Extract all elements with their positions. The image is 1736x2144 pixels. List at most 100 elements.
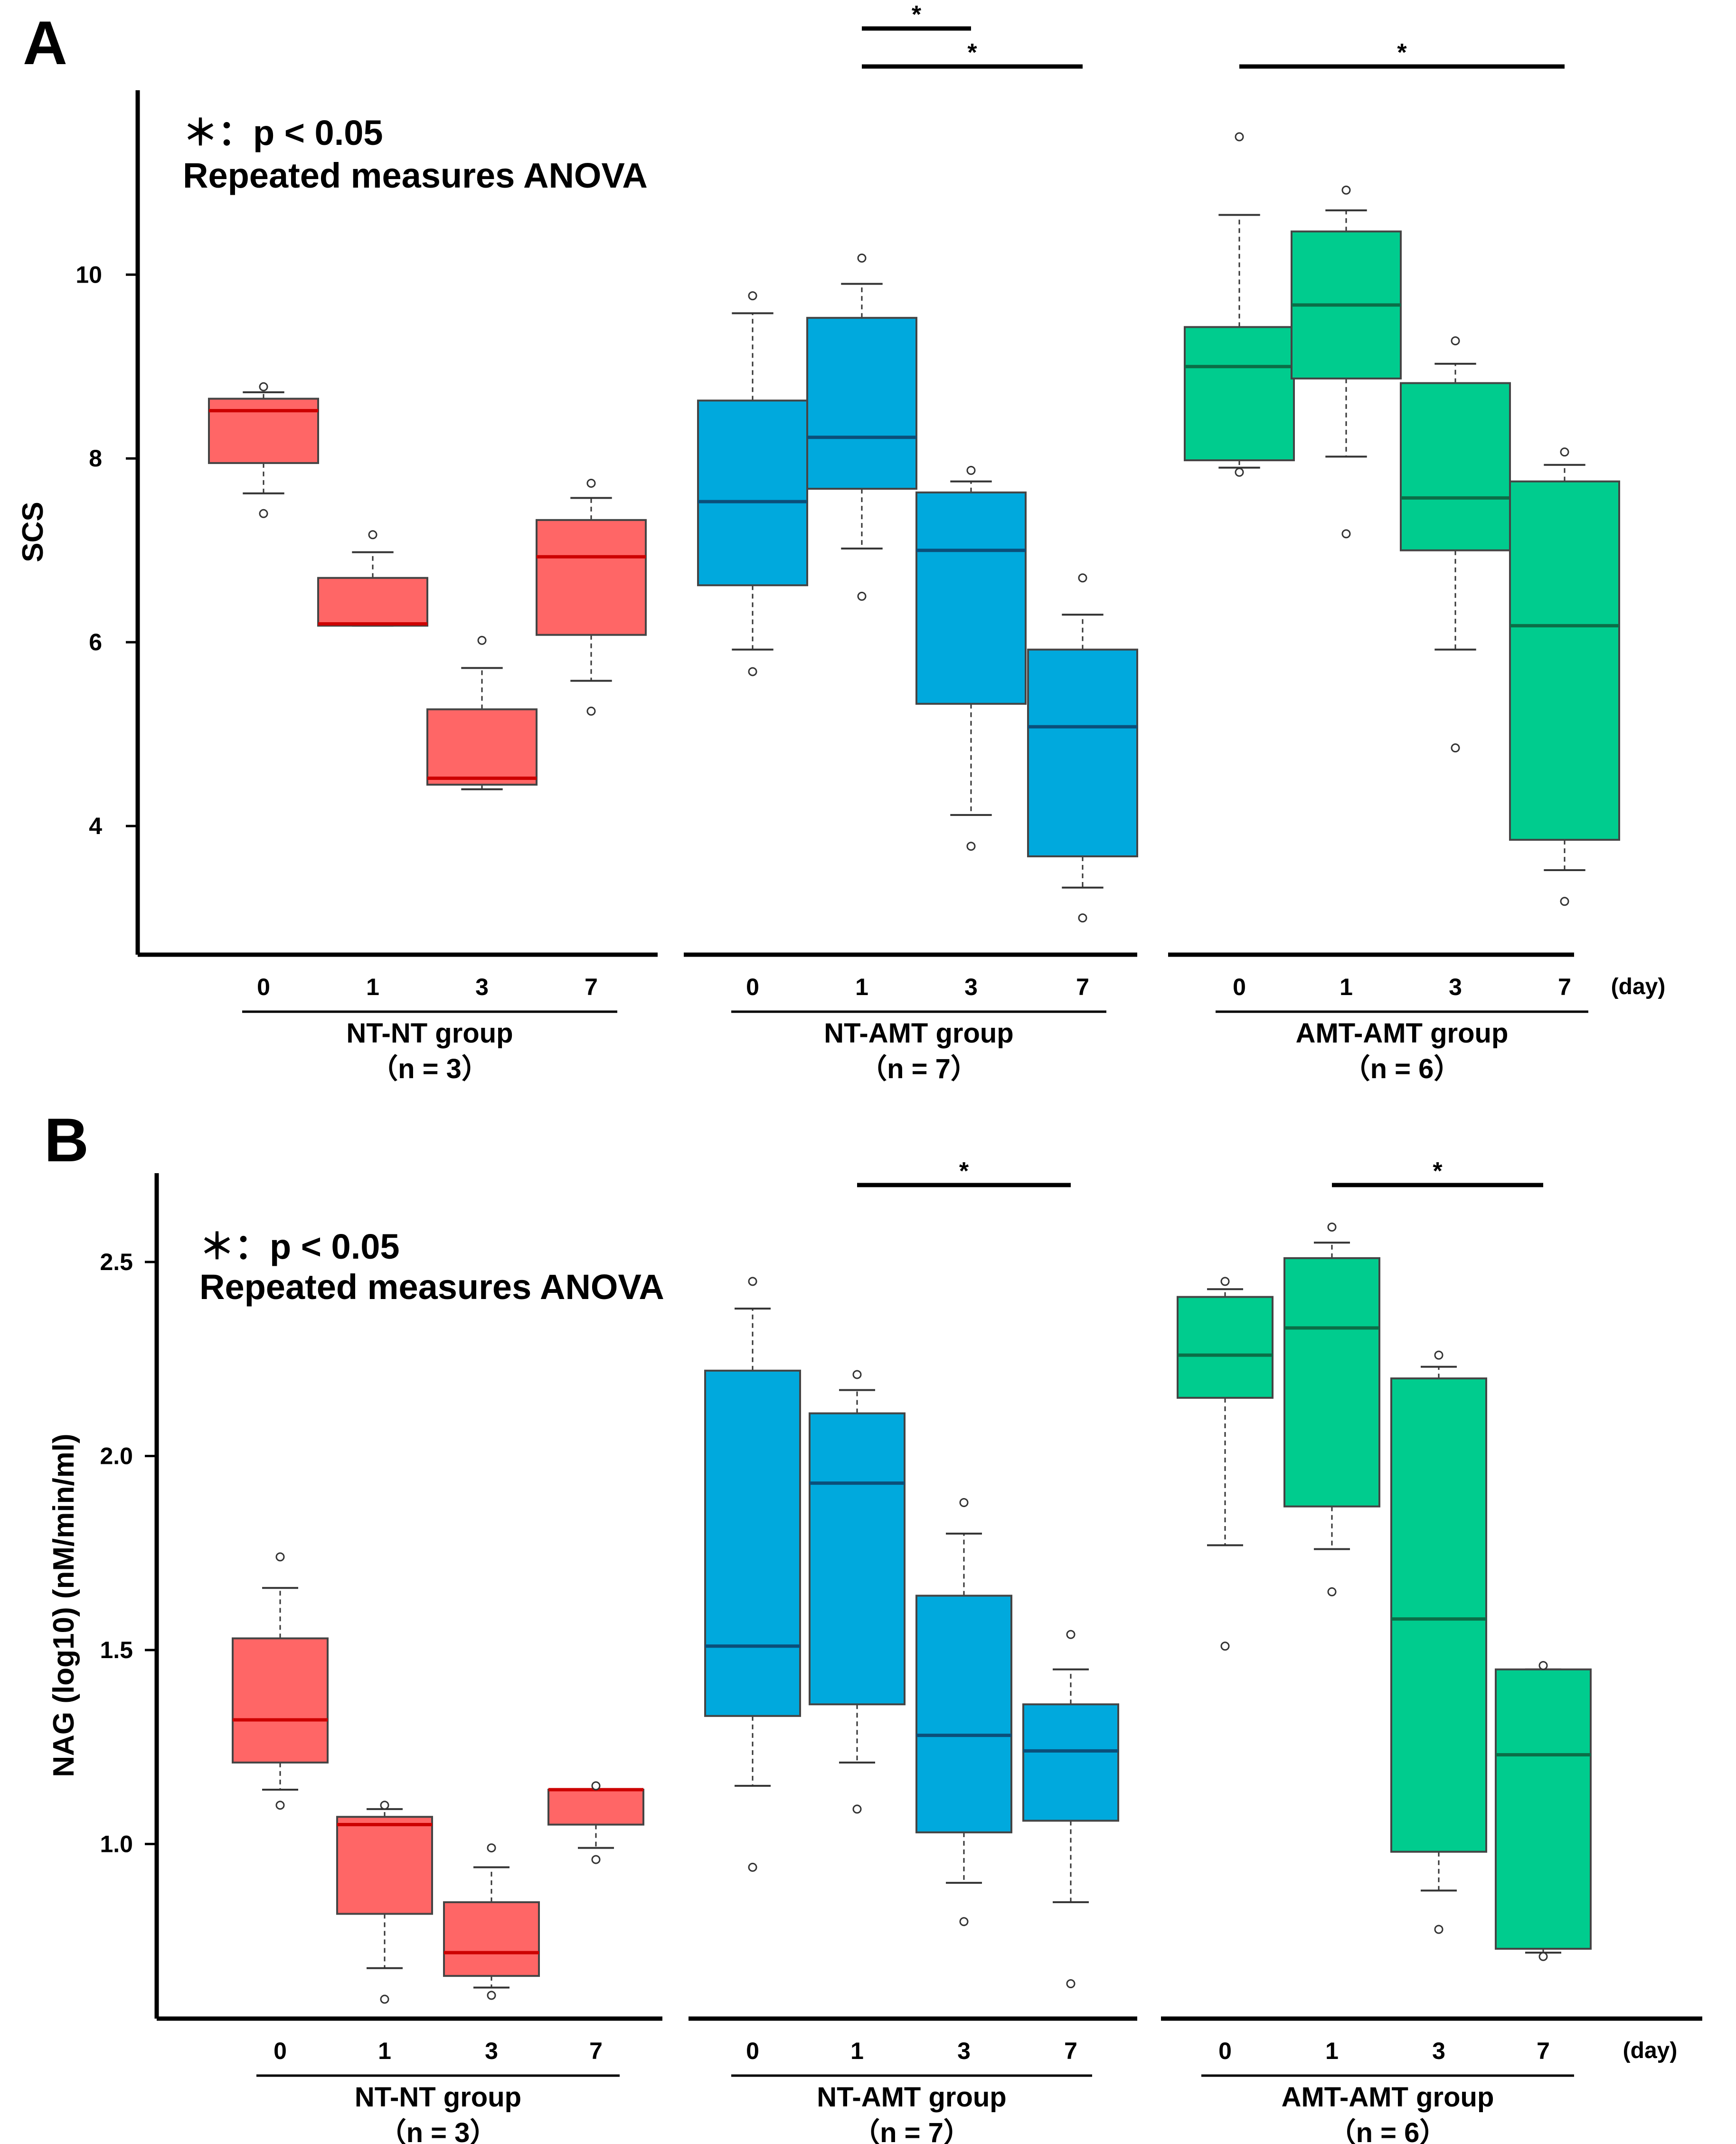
x-tick-label: 1 [1325,2038,1339,2064]
outlier-point [1560,447,1569,457]
group-n-label: （n = 7） [852,2117,971,2144]
outlier-point [275,1552,285,1562]
outlier-point [380,1994,389,2004]
legend-test: Repeated measures ANOVA [199,1267,664,1307]
group-NT-NT: 0 1 3 7 NT-NT group （n = 3） [232,1552,644,2144]
y-tick-label: 8 [89,445,102,472]
box-iqr [208,398,319,464]
outlier-point [966,842,976,851]
box-day-0: 0 [704,1277,801,2064]
outlier-point [1538,1952,1548,1961]
box-day-1: 1 [806,253,917,1000]
x-tick-label: 0 [746,2038,759,2064]
outlier-point [1434,1350,1444,1360]
group-NT-AMT: 0 1 3 7 NT-AMT group （n = 7） [697,253,1138,1084]
outlier-point [1341,529,1351,539]
box-iqr [536,519,647,636]
outlier-point [591,1781,601,1791]
significance-star: * [959,1157,969,1185]
x-tick-label: 7 [1537,2038,1550,2064]
box-iqr [232,1637,329,1764]
box-iqr [806,317,917,490]
box-day-0: 0 [232,1552,329,2064]
outlier-point [748,1277,757,1286]
y-tick-label: 2.0 [100,1442,133,1469]
outlier-point [748,667,757,676]
x-tick-label: 0 [746,974,759,1000]
x-tick-label: 0 [1218,2038,1232,2064]
outlier-point [1235,467,1244,477]
group-n-label: （n = 3） [379,2117,498,2144]
x-tick-label: 3 [475,974,489,1000]
outlier-point [1327,1587,1337,1596]
outlier-point [852,1370,862,1379]
group-label: NT-AMT group [817,2082,1006,2113]
box-day-0: 0 [1184,132,1295,1000]
box-day-1: 1 [809,1370,906,2064]
y-tick-label: 10 [75,261,102,288]
box-day-1: 1 [317,530,428,1000]
x-tick-label: 3 [1432,2038,1445,2064]
box-iqr [1027,648,1138,857]
x-tick-label: 0 [274,2038,287,2064]
box-day-3: 3 [915,1498,1012,2064]
box-iqr [547,1789,644,1826]
y-tick-label: 4 [89,813,102,839]
box-iqr [915,491,1027,705]
box-day-3: 3 [1400,336,1511,1000]
x-tick-label: 1 [855,974,868,1000]
outlier-point [259,509,268,518]
x-tick-label: 3 [964,974,978,1000]
outlier-point [591,1855,601,1864]
box-day-3: 3 [915,465,1027,1000]
outlier-point [1451,743,1460,753]
x-tick-label: 1 [850,2038,864,2064]
group-label: AMT-AMT group [1296,1018,1509,1049]
box-day-1: 1 [1283,1223,1380,2064]
panel-B: B 1.0 1.5 2.0 2.5 NAG (log10) (nM/min/ml) ＊：p … [44,1105,1702,2144]
x-tick-label: 0 [1233,974,1246,1000]
significance-star: * [967,39,977,66]
group-n-label: （n = 7） [859,1053,978,1084]
group-AMT-AMT: 0 1 3 7 AMT-AMT group （n = 6） [1177,1223,1592,2144]
outlier-point [477,636,487,645]
group-label: NT-AMT group [824,1018,1013,1049]
day-unit-label: (day) [1611,974,1666,999]
box-day-7: 7 [1022,1630,1119,2064]
y-axis-label: NAG (log10) (nM/min/ml) [47,1433,80,1777]
box-iqr [1400,382,1511,551]
panel-letter: B [44,1105,89,1175]
group-label: NT-NT group [346,1018,513,1049]
outlier-point [1434,1925,1444,1934]
outlier-point [275,1801,285,1810]
box-iqr [336,1816,433,1915]
group-n-label: （n = 6） [1343,1053,1462,1084]
box-iqr [443,1901,540,1977]
group-n-label: （n = 3） [370,1053,489,1084]
outlier-point [1560,897,1569,906]
box-day-1: 1 [1291,185,1402,1000]
outlier-point [1220,1277,1230,1286]
box-day-0: 0 [697,291,808,1000]
y-tick-label: 2.5 [100,1249,133,1275]
group-label: AMT-AMT group [1282,2082,1494,2113]
significance-star: * [912,1,922,28]
outlier-point [1066,1979,1076,1988]
outlier-point [1066,1630,1076,1639]
box-day-7: 7 [1027,573,1138,1000]
outlier-point [748,291,757,301]
box-day-7: 7 [1495,1661,1592,2064]
x-tick-label: 7 [585,974,598,1000]
outlier-point [966,465,976,475]
significance-star: * [1397,39,1407,66]
group-NT-NT: 0 1 3 7 NT-NT group （n = 3） [208,382,647,1084]
outlier-point [487,1843,496,1853]
x-tick-label: 1 [366,974,379,1000]
x-tick-label: 7 [1076,974,1089,1000]
y-axis-label: SCS [17,502,49,562]
box-iqr [317,577,428,627]
x-tick-label: 7 [1064,2038,1077,2064]
box-day-3: 3 [1390,1350,1487,2064]
legend-significance: ＊：p < 0.05 [199,1227,400,1266]
